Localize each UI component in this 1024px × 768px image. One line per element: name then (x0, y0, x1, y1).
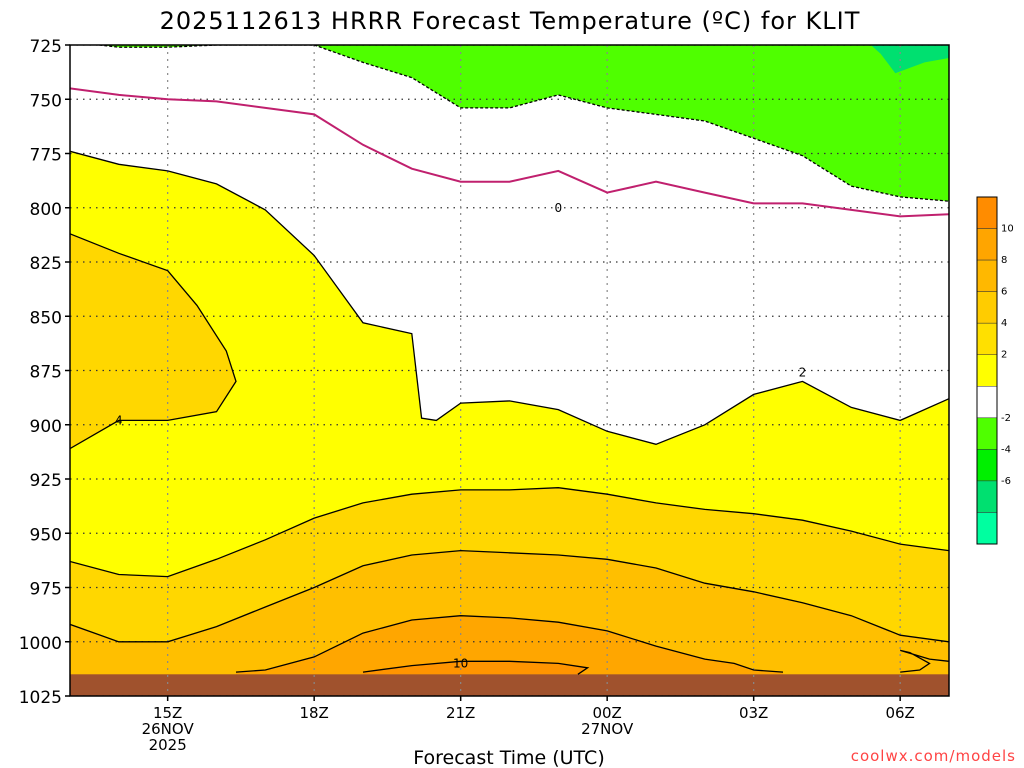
band-minus2-to-2 (70, 45, 949, 445)
band-10-to-12 (363, 661, 588, 675)
y-tick-label: 1025 (19, 688, 62, 708)
colorbar-bin (976, 480, 998, 513)
y-tick-label: 950 (30, 525, 62, 545)
contour-line-2 (70, 150, 949, 445)
credit-text: coolwx.com/models (851, 747, 1016, 765)
y-tick-label: 850 (30, 308, 62, 328)
x-tick-label: 15Z (153, 704, 182, 722)
colorbar-bin (976, 291, 998, 324)
contour-line-6 (70, 487, 949, 578)
colorbar-bin (976, 449, 998, 482)
contour-line-8 (70, 549, 949, 643)
colorbar-bin (976, 512, 998, 545)
y-tick-label: 925 (30, 471, 62, 491)
colorbar-label: 10 (1001, 224, 1014, 235)
y-tick-label: 1000 (19, 634, 62, 654)
y-tick-label: 775 (30, 146, 62, 166)
contour-label: 4 (115, 413, 123, 427)
colorbar-label: 6 (1001, 287, 1007, 298)
band-8-to-10 (236, 615, 783, 675)
colorbar-bin (976, 259, 998, 292)
colorbar-label: -6 (1001, 476, 1011, 487)
contour-line-4 (70, 233, 237, 450)
colorbar-label: -2 (1001, 413, 1011, 424)
contour-line--2 (99, 45, 949, 202)
colorbar-label: -4 (1001, 444, 1011, 455)
plot-area (70, 45, 949, 696)
x-tick-label: 26NOV (142, 720, 195, 738)
x-tick-label: 21Z (446, 704, 475, 722)
band-minus4-to-minus2 (99, 45, 949, 202)
colorbar-bin (976, 417, 998, 450)
colorbar-bin (976, 354, 998, 387)
contour-label: 2 (799, 366, 807, 380)
colorbar: 10 8 6 4 2 -2 -4 -6 (976, 196, 1014, 545)
ground-layer (70, 674, 949, 696)
contour-lines (70, 45, 949, 675)
y-tick-label: 900 (30, 417, 62, 437)
x-axis-label: Forecast Time (UTC) (413, 747, 604, 768)
contour-line-0 (70, 87, 949, 218)
x-tick-label: 03Z (739, 704, 768, 722)
y-tick-label: 750 (30, 91, 62, 111)
chart-title: 2025112613 HRRR Forecast Temperature (ºC… (160, 7, 861, 35)
colorbar-label: 8 (1001, 255, 1007, 266)
x-tick-label: 00Z (592, 704, 621, 722)
colorbar-frame (976, 196, 998, 545)
colorbar-bin (976, 386, 998, 419)
contour-label: 0 (555, 201, 563, 215)
band-minus6-to-minus4 (870, 45, 949, 74)
x-tick-label: 2025 (149, 736, 187, 754)
y-axis: 725 750 775 800 825 850 875 900 925 950 975 1000 102… (19, 37, 70, 708)
colorbar-label: 4 (1001, 318, 1007, 329)
contour-line-10 (900, 649, 949, 673)
x-tick-label: 27NOV (581, 720, 634, 738)
x-tick-label: 06Z (885, 704, 914, 722)
y-tick-label: 825 (30, 254, 62, 274)
contour-labels: 0 2 4 10 (115, 201, 806, 671)
y-tick-label: 875 (30, 363, 62, 383)
y-tick-label: 800 (30, 200, 62, 220)
x-tick-label: 18Z (299, 704, 328, 722)
contour-line-10 (235, 615, 784, 673)
y-tick-label: 725 (30, 37, 62, 57)
colorbar-bin (976, 196, 998, 229)
y-tick-label: 975 (30, 580, 62, 600)
colorbar-bin (976, 322, 998, 355)
colorbar-label: 2 (1001, 350, 1007, 361)
contour-label: 10 (453, 656, 468, 670)
contour-line-12 (362, 660, 590, 675)
band-4-to-6-left (70, 233, 236, 449)
colorbar-bin (976, 228, 998, 261)
